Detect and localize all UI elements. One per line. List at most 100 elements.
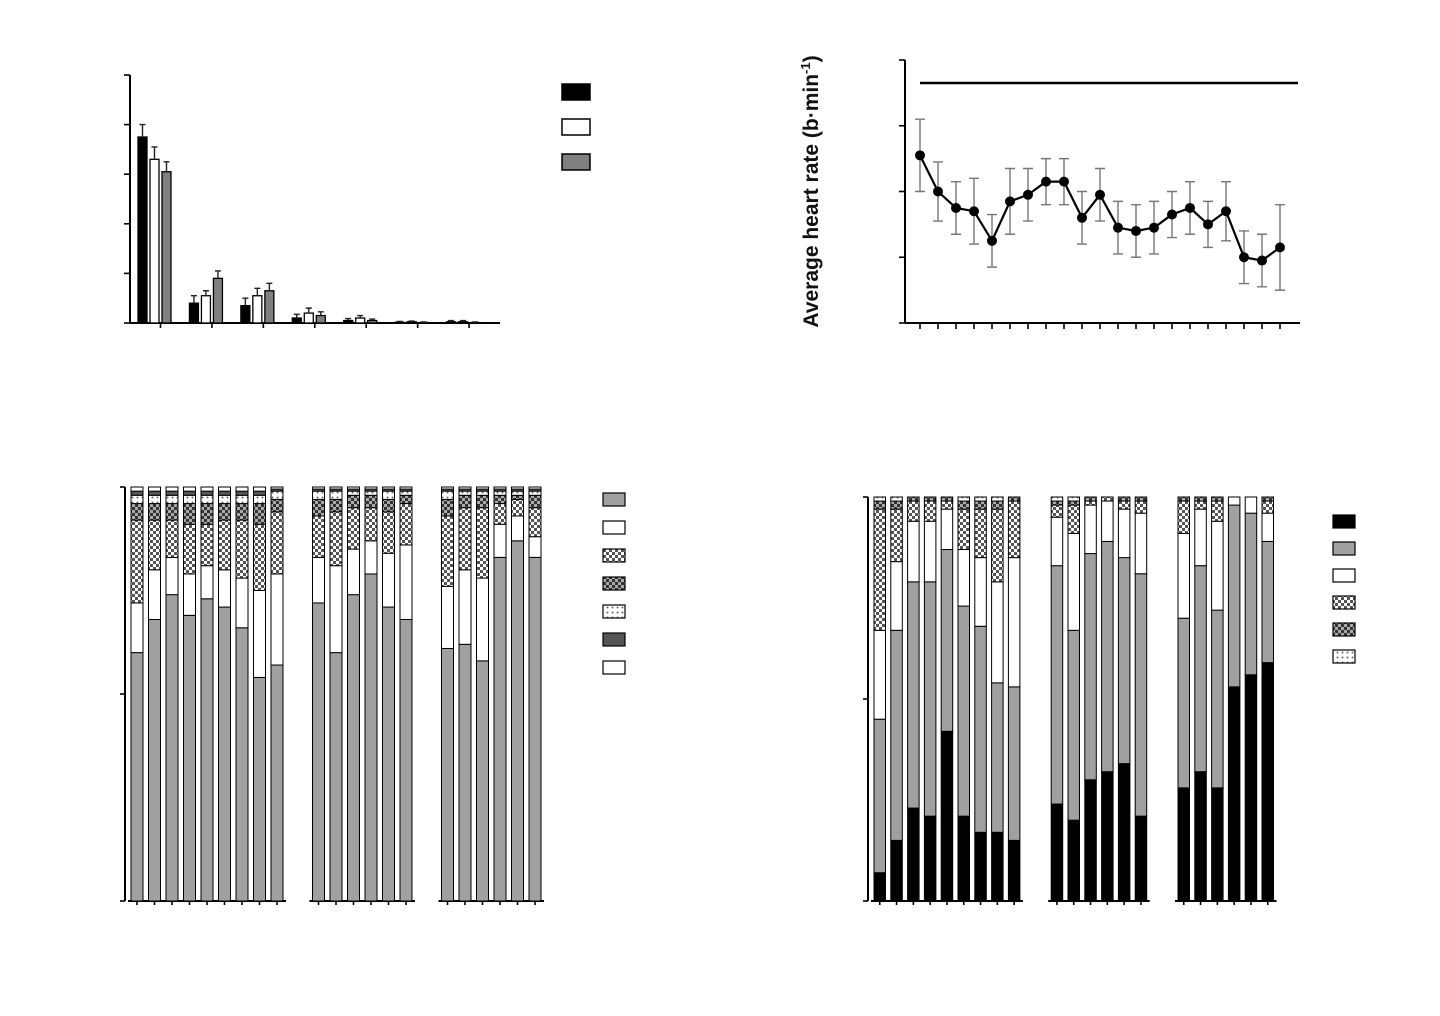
segment-zone-4-stage-4 bbox=[183, 503, 196, 525]
segment-zone-2-stage-11 bbox=[329, 565, 343, 654]
segment-zone-1-stage-18 bbox=[476, 660, 489, 902]
segment-zone-1-stage-11 bbox=[329, 652, 343, 902]
segment-zone-3-stage-18 bbox=[476, 507, 489, 579]
segment-zone-2-stage-10 bbox=[312, 556, 325, 604]
segment-zone-2-stage-21 bbox=[528, 536, 542, 558]
legend-swatch-zone-3 bbox=[602, 548, 626, 563]
segment-zone-5-stage-3 bbox=[165, 494, 179, 505]
segment-zone-7-stage-17 bbox=[458, 486, 472, 490]
segment-zone-5-stage-5 bbox=[200, 494, 214, 505]
segment-zone-7-stage-14 bbox=[382, 486, 395, 490]
segment-zone-2-stage-13 bbox=[364, 540, 378, 575]
data-point-stage-6 bbox=[1005, 196, 1015, 207]
bar-mountains-zone-3 bbox=[264, 290, 275, 324]
segment-zone-5-stage-10 bbox=[312, 490, 325, 500]
segment-zone-5-stage-1 bbox=[130, 494, 144, 505]
segment-zone-4-stage-6 bbox=[218, 503, 231, 521]
segment-zone-3-stage-13 bbox=[1101, 496, 1114, 502]
segment-zone-3-stage-9 bbox=[1007, 500, 1021, 559]
segment-zone-3-stage-14 bbox=[1117, 500, 1131, 510]
segment-zone-1-stage-9 bbox=[1007, 686, 1021, 841]
segment-zone-1-stage-6 bbox=[218, 606, 231, 902]
segment-zone-2-stage-11 bbox=[1067, 532, 1080, 631]
segment-zone-5-stage-19 bbox=[493, 490, 507, 496]
segment-zone-4-stage-2 bbox=[890, 500, 903, 510]
segment-zone-4-stage-21 bbox=[1261, 496, 1274, 502]
bar-mountains-zone-5 bbox=[367, 319, 378, 324]
segment-zone-1-stage-5 bbox=[940, 549, 954, 732]
legend-swatch-zone-1 bbox=[1332, 541, 1356, 556]
segment-zone-2-stage-4 bbox=[923, 520, 937, 583]
segment-zone-5-stage-8 bbox=[253, 494, 266, 505]
segment-zone-3-stage-10 bbox=[312, 515, 325, 558]
segment-zone-4-stage-15 bbox=[399, 494, 413, 505]
bar-flat-zone-3 bbox=[240, 304, 251, 324]
segment-zone-1-stage-16 bbox=[1177, 617, 1190, 789]
segment-zone-3-stage-21 bbox=[528, 507, 542, 538]
segment-zone-5-stage-12 bbox=[347, 490, 360, 496]
legend-swatch-zone-2 bbox=[602, 520, 626, 535]
segment-zone-7-stage-15 bbox=[399, 486, 413, 490]
segment-zone-1-stage-16 bbox=[1177, 787, 1190, 902]
segment-zone-3-stage-17 bbox=[1194, 500, 1207, 510]
segment-zone-4-stage-18 bbox=[476, 494, 489, 509]
segment-zone-1-stage-17 bbox=[1194, 565, 1207, 773]
error-bar bbox=[190, 295, 197, 304]
segment-zone-1-stage-20 bbox=[1244, 512, 1258, 676]
segment-zone-3-stage-5 bbox=[200, 523, 214, 567]
segment-zone-2-stage-4 bbox=[183, 573, 196, 616]
y-axis-label-sup: -1 bbox=[798, 62, 813, 74]
segment-zone-1-stage-12 bbox=[1084, 779, 1097, 902]
segment-zone-5-stage-11 bbox=[329, 490, 343, 500]
segment-zone-7-stage-2 bbox=[148, 486, 161, 492]
segment-zone-4-stage-14 bbox=[1117, 496, 1131, 502]
segment-zone-2-stage-9 bbox=[1007, 557, 1021, 688]
segment-zone-5-stage-1 bbox=[873, 496, 886, 502]
segment-zone-2-stage-12 bbox=[1084, 504, 1097, 555]
segment-zone-4-stage-11 bbox=[329, 498, 343, 513]
segment-zone-3-stage-2 bbox=[148, 519, 161, 571]
segment-zone-3-stage-13 bbox=[364, 507, 378, 542]
segment-zone-1-stage-14 bbox=[1117, 763, 1131, 902]
error-bar bbox=[139, 123, 146, 137]
segment-zone-7-stage-11 bbox=[329, 486, 343, 490]
segment-zone-4-stage-7 bbox=[235, 503, 249, 521]
error-bar bbox=[460, 319, 467, 322]
error-bar bbox=[317, 311, 324, 316]
segment-zone-1-stage-9 bbox=[1007, 839, 1021, 902]
segment-zone-2-stage-8 bbox=[253, 590, 266, 678]
segment-zone-1-stage-17 bbox=[458, 643, 472, 902]
bar-intermediate-zone-2 bbox=[200, 295, 212, 324]
segment-zone-1-stage-10 bbox=[312, 602, 325, 902]
data-point-stage-17 bbox=[1203, 219, 1213, 230]
segment-zone-6-stage-8 bbox=[253, 490, 266, 496]
segment-zone-1-stage-8 bbox=[991, 682, 1004, 833]
segment-zone-2-stage-8 bbox=[991, 581, 1004, 684]
error-bar bbox=[369, 318, 376, 321]
segment-zone-4-stage-14 bbox=[382, 498, 395, 513]
segment-zone-7-stage-13 bbox=[364, 486, 378, 490]
data-point-stage-14 bbox=[1149, 222, 1159, 233]
segment-zone-6-stage-6 bbox=[218, 490, 231, 496]
bar-flat-zone-5 bbox=[343, 319, 354, 324]
bar-intermediate-zone-7 bbox=[457, 321, 469, 324]
segment-zone-1-stage-5 bbox=[200, 598, 214, 902]
segment-zone-2-stage-20 bbox=[1244, 496, 1258, 514]
data-point-stage-4 bbox=[969, 206, 979, 217]
segment-zone-3-stage-1 bbox=[873, 508, 886, 631]
legend-swatch-flat bbox=[561, 83, 591, 101]
data-point-stage-13 bbox=[1131, 225, 1141, 236]
legend-swatch-zone-4 bbox=[1332, 622, 1356, 637]
segment-zone-2-stage-5 bbox=[940, 508, 954, 551]
segment-zone-3-stage-4 bbox=[183, 523, 196, 575]
segment-zone-1-stage-12 bbox=[1084, 553, 1097, 781]
data-point-stage-12 bbox=[1113, 222, 1123, 233]
segment-zone-3-stage-11 bbox=[329, 511, 343, 567]
segment-zone-4-stage-4 bbox=[923, 496, 937, 502]
segment-zone-1-stage-3 bbox=[907, 807, 920, 902]
data-point-stage-1 bbox=[915, 150, 925, 161]
segment-zone-7-stage-7 bbox=[235, 486, 249, 492]
segment-zone-1-stage-1 bbox=[130, 652, 144, 902]
segment-zone-7-stage-19 bbox=[493, 486, 507, 490]
bar-intermediate-zone-6 bbox=[406, 321, 417, 324]
